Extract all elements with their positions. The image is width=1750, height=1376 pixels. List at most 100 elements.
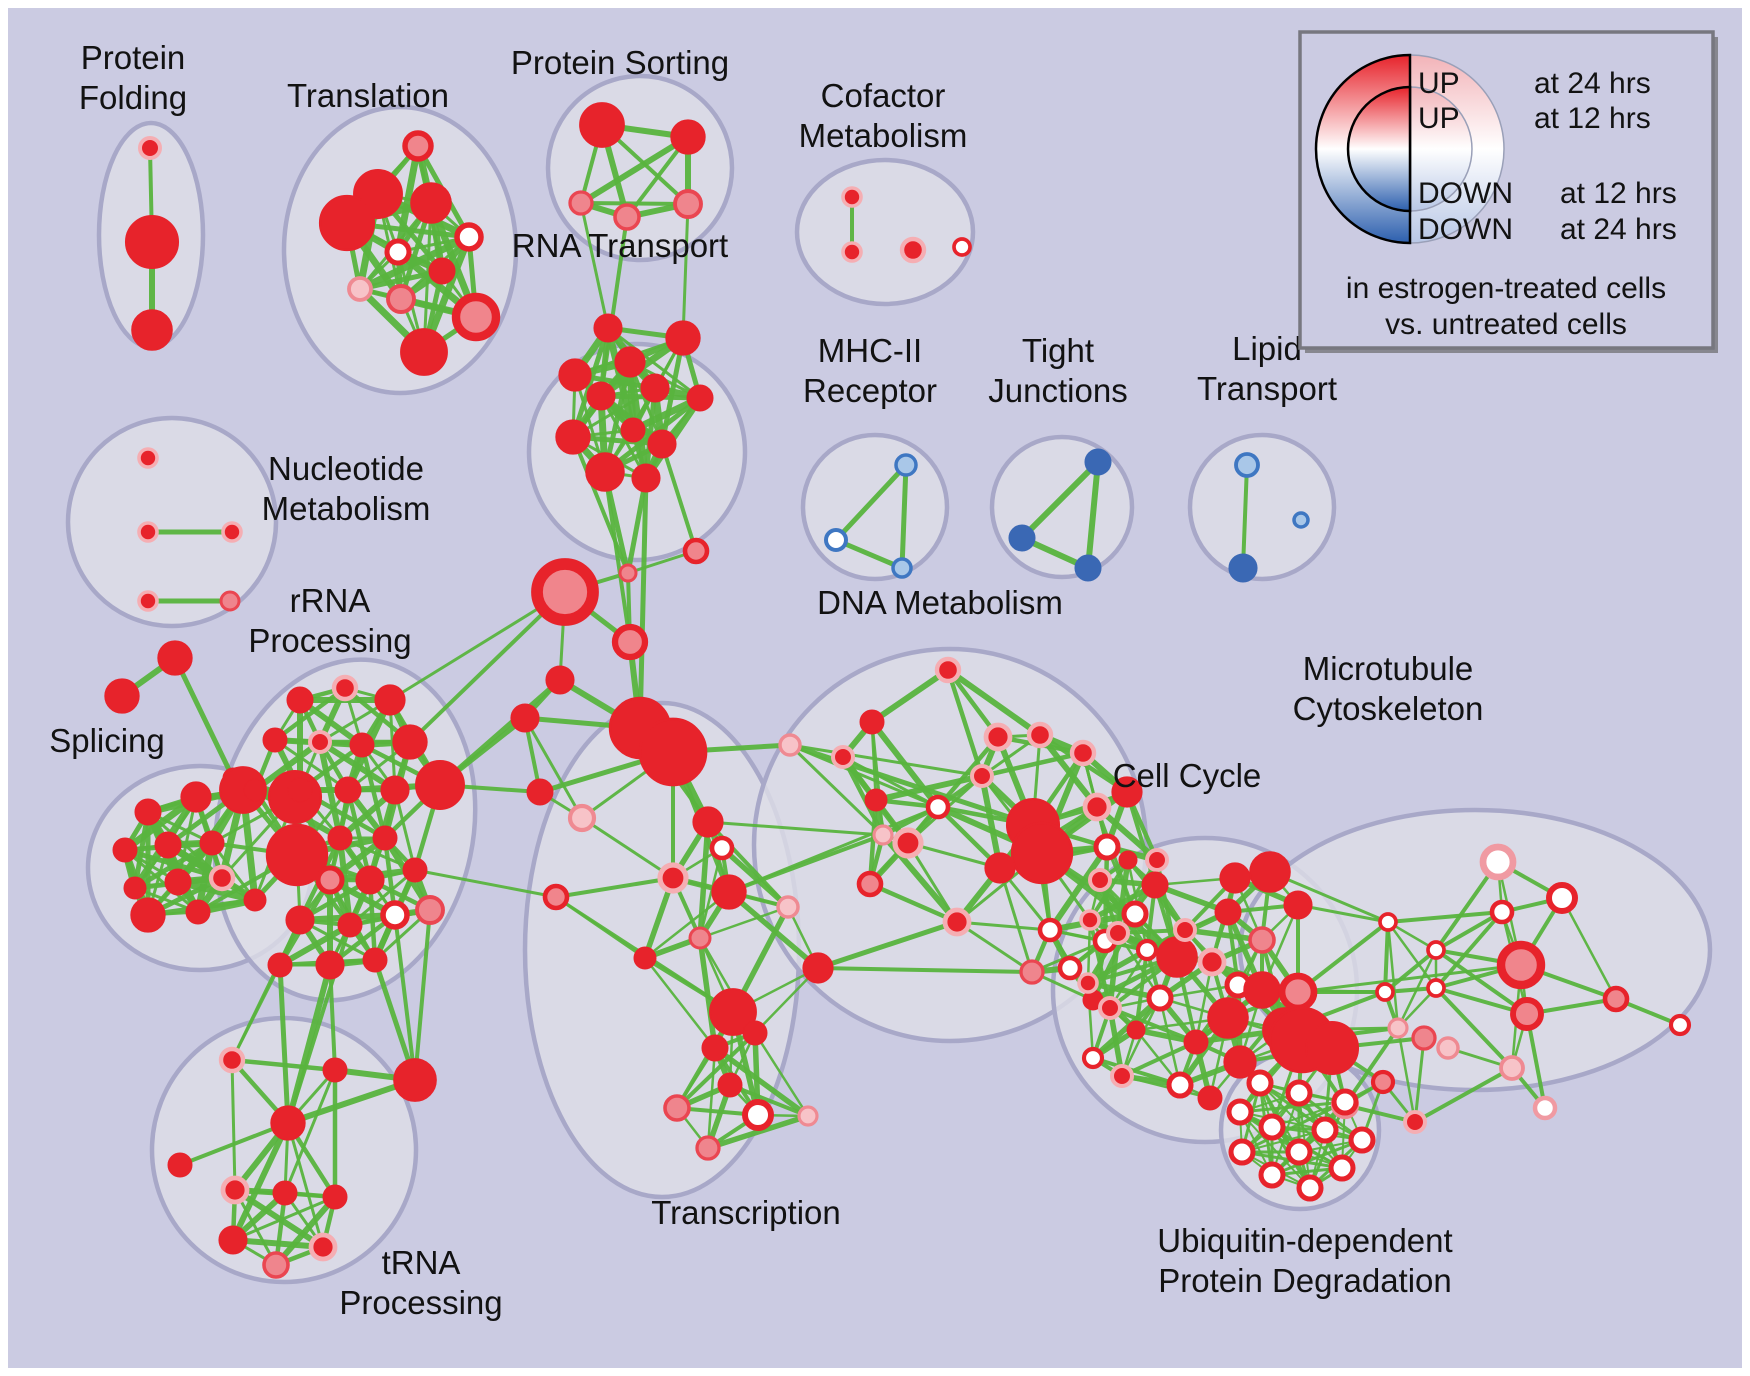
node-tr5-red: [218, 1225, 248, 1255]
edge-rr3-j3: [388, 590, 567, 702]
node-tl6-red-white: [384, 238, 412, 266]
node-rr11-red: [380, 775, 410, 805]
edge-rt12-j1: [625, 475, 649, 576]
node-rr4-red: [262, 727, 288, 753]
node-nm2-pale-red: [137, 521, 159, 543]
node-tj2-blue: [1008, 524, 1036, 552]
node-dm10-red: [984, 852, 1016, 884]
node-rt12-red: [631, 463, 661, 493]
node-dm2-pale-red: [1026, 721, 1054, 749]
node-rr2-pale-red: [331, 674, 359, 702]
node-tl3-red: [410, 182, 452, 224]
node-mh3-blue-light: [891, 557, 913, 579]
node-mt4-red-white: [1426, 940, 1446, 960]
node-dm17-pink: [1019, 959, 1045, 985]
network-nodes: [104, 102, 1692, 1279]
node-mt1-white-pink: [1479, 843, 1517, 881]
edge-cc2-cc5: [1115, 857, 1131, 936]
node-tj1-blue: [1084, 448, 1112, 476]
node-sp11-red: [130, 897, 166, 933]
node-rr25-red: [362, 947, 388, 973]
node-tr4-red: [322, 1184, 348, 1210]
node-ub2-red-white: [1285, 1079, 1313, 1107]
node-cc19-pale-red: [1197, 947, 1227, 977]
node-cc3-red: [1141, 871, 1169, 899]
node-c4-pink-pale: [567, 803, 597, 833]
node-mt5-red-pink: [1496, 940, 1546, 990]
edge-br0-br1: [788, 743, 885, 837]
node-tl1-red-pink: [402, 130, 434, 162]
edge-tc2-tc5: [719, 845, 791, 910]
node-dm12-red-white: [925, 794, 951, 820]
node-cc28-red: [1304, 1020, 1360, 1076]
cluster-label-cell-cycle-line1: Cell Cycle: [1113, 757, 1262, 794]
node-nm4-pale-red: [137, 590, 159, 612]
edge-rt11-j4: [603, 470, 632, 644]
node-c2-red: [510, 703, 540, 733]
legend-direction-4: DOWN: [1418, 213, 1513, 246]
node-tc8-red: [709, 988, 757, 1036]
cluster-label-microtubule-cytoskeleton-line1: Microtubule: [1303, 650, 1474, 687]
cluster-label-rrna-processing-line1: rRNA: [290, 582, 371, 619]
node-dm11-pale-red: [1145, 848, 1169, 872]
node-rr16-red-pink: [315, 865, 345, 895]
edge-dmt-dm2: [945, 667, 1043, 738]
node-st2-red: [104, 678, 140, 714]
legend-time-4: at 24 hrs: [1560, 213, 1677, 246]
node-hub2-red: [638, 717, 708, 787]
node-dmL4-pale-red: [892, 827, 924, 859]
edge-trh-rrx1: [285, 1077, 418, 1126]
edge-dm10-dmL4: [906, 841, 1002, 870]
node-dm6-pale-red: [1082, 792, 1112, 822]
cluster-label-cofactor-metabolism-line2: Metabolism: [799, 117, 968, 154]
edge-tc10-tc16: [706, 1046, 717, 1150]
node-mt3-red-white: [1489, 899, 1515, 925]
node-rr10-red: [334, 776, 362, 804]
node-tl9-pink: [386, 284, 416, 314]
edge-rt10-j2: [660, 442, 698, 553]
node-mt2-red-white: [1546, 882, 1578, 914]
node-mt8-red-pink: [1602, 985, 1630, 1013]
node-c3-red: [526, 778, 554, 806]
edge-tc1-br1: [706, 820, 885, 837]
node-sp9-red: [164, 868, 192, 896]
edge-ub4-ub12: [1239, 1111, 1311, 1189]
legend-caption-line1: in estrogen-treated cells: [1346, 272, 1666, 305]
node-rr18-red: [402, 857, 428, 883]
node-mt9-pink-pale: [1499, 1055, 1525, 1081]
edge-rr20-rr23: [277, 922, 353, 968]
legend-caption-line2: vs. untreated cells: [1385, 308, 1627, 341]
cluster-label-rna-transport-line1: RNA Transport: [512, 227, 728, 264]
node-sp12-red: [185, 899, 211, 925]
node-mt0b-red-white: [1375, 982, 1395, 1002]
cluster-label-ubiquitin-degradation-line1: Ubiquitin-dependent: [1157, 1222, 1452, 1259]
node-rrx2-red: [322, 1057, 348, 1083]
edge-tc9-dm17: [816, 966, 1034, 974]
node-tc13-pink: [663, 1094, 691, 1122]
node-tl4-red: [318, 194, 376, 252]
edge-cc22-mt5: [1296, 963, 1523, 994]
edge-tr0-rr19: [230, 918, 302, 1062]
edge-tr2-tr6: [232, 1187, 326, 1250]
node-ub5-red-white: [1258, 1113, 1286, 1141]
node-cf2-pale-red: [841, 241, 863, 263]
edge-ps5-rt2: [681, 202, 690, 340]
node-rb1-red-pink: [1370, 1069, 1396, 1095]
cluster-label-protein-folding-line2: Folding: [79, 79, 187, 116]
node-tc1-red: [692, 806, 724, 838]
node-dmt-pale-red: [934, 656, 962, 684]
edge-mh1-mh3: [899, 462, 909, 571]
node-rr6-red: [349, 732, 375, 758]
edge-dm9-dm14: [1047, 844, 1110, 933]
node-cc22-red-pink: [1278, 972, 1318, 1012]
node-cc13-pale-red: [1173, 918, 1197, 942]
edge-tc7-tc10: [643, 956, 717, 1050]
node-rt4-red: [614, 346, 646, 378]
node-tc14-red-white: [742, 1099, 774, 1131]
edge-br0-dm4: [788, 743, 984, 778]
edge-dm10-dm17: [998, 866, 1034, 974]
edge-rt1-rt8: [570, 325, 611, 440]
cluster-label-mhc-ii-receptor-line1: MHC-II: [818, 332, 922, 369]
